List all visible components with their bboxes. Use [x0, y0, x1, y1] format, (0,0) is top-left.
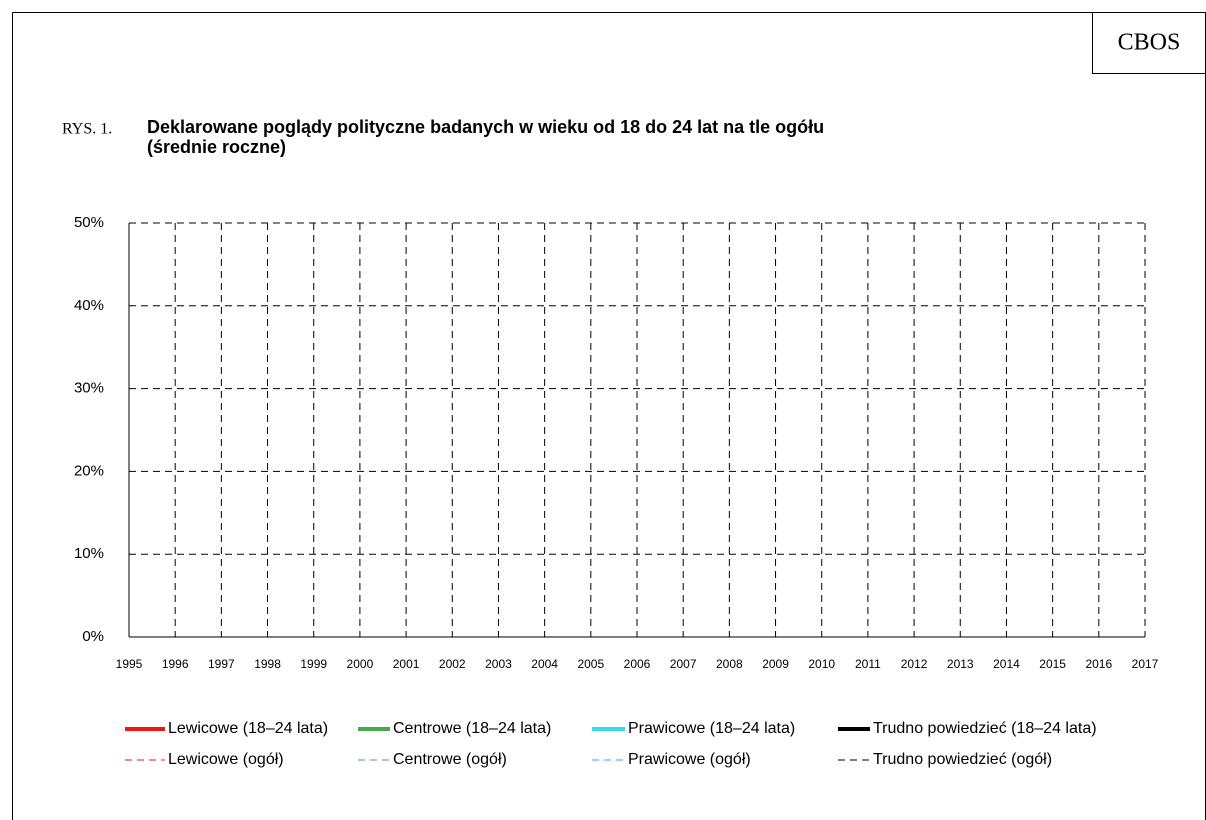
legend-label: Prawicowe (ogół): [628, 751, 751, 768]
figure-label: RYS. 1.: [62, 121, 112, 138]
x-tick-label: 2002: [439, 657, 466, 671]
x-tick-label: 2005: [577, 657, 604, 671]
x-tick-label: 1998: [254, 657, 281, 671]
x-tick-label: 2004: [531, 657, 558, 671]
legend-label: Trudno powiedzieć (ogół): [873, 751, 1052, 768]
y-tick-label: 40%: [74, 297, 104, 314]
badge: CBOS: [1118, 30, 1181, 56]
x-tick-label: 1995: [116, 657, 143, 671]
x-tick-label: 2015: [1039, 657, 1066, 671]
x-tick-label: 2006: [624, 657, 651, 671]
legend-label: Lewicowe (ogół): [168, 751, 284, 768]
x-tick-label: 2007: [670, 657, 697, 671]
x-tick-label: 2014: [993, 657, 1020, 671]
x-tick-label: 1999: [300, 657, 327, 671]
legend-label: Trudno powiedzieć (18–24 lata): [873, 720, 1097, 737]
x-tick-label: 1996: [162, 657, 189, 671]
y-tick-label: 50%: [74, 214, 104, 231]
x-tick-label: 2009: [762, 657, 789, 671]
legend-label: Centrowe (18–24 lata): [393, 720, 551, 737]
y-tick-label: 30%: [74, 380, 104, 397]
legend-label: Prawicowe (18–24 lata): [628, 720, 795, 737]
x-tick-label: 1997: [208, 657, 235, 671]
x-tick-label: 2003: [485, 657, 512, 671]
x-tick-label: 2012: [901, 657, 928, 671]
x-tick-label: 2001: [393, 657, 420, 671]
y-tick-label: 10%: [74, 545, 104, 562]
x-tick-label: 2000: [347, 657, 374, 671]
x-tick-label: 2011: [855, 657, 881, 671]
y-tick-label: 0%: [82, 628, 104, 645]
x-tick-label: 2010: [808, 657, 835, 671]
chart-title: Deklarowane poglądy polityczne badanych …: [147, 117, 824, 137]
x-tick-label: 2017: [1132, 657, 1159, 671]
y-tick-label: 20%: [74, 462, 104, 479]
legend-label: Lewicowe (18–24 lata): [168, 720, 328, 737]
x-tick-label: 2013: [947, 657, 974, 671]
legend-label: Centrowe (ogół): [393, 751, 507, 768]
x-tick-label: 2008: [716, 657, 743, 671]
x-tick-label: 2016: [1085, 657, 1112, 671]
chart-title: (średnie roczne): [147, 137, 286, 157]
